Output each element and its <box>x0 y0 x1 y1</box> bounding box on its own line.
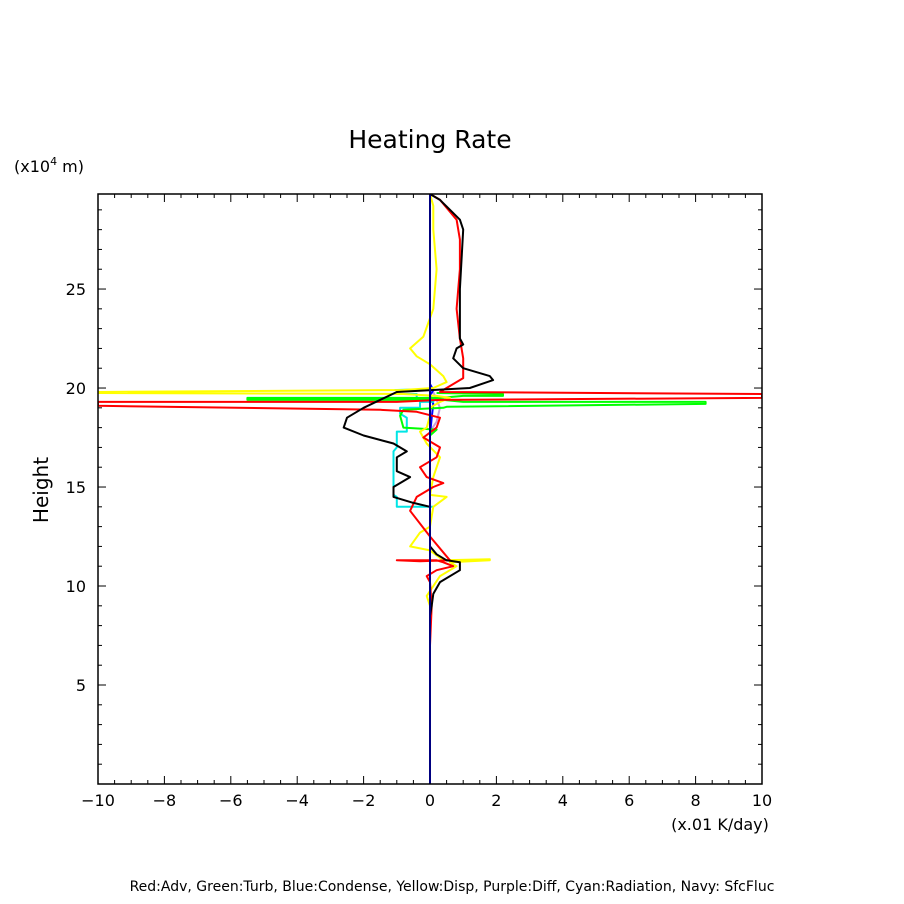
y-tick-label: 5 <box>76 676 86 695</box>
series-line-adv <box>98 194 762 676</box>
plot-frame <box>97 193 763 785</box>
y-tick-label: 10 <box>66 577 86 596</box>
x-tick-label: 10 <box>752 791 772 810</box>
x-tick-label: −6 <box>219 791 243 810</box>
x-unit-label: (x.01 K/day) <box>671 815 769 834</box>
y-tick-label: 20 <box>66 379 86 398</box>
legend-footer: Red:Adv, Green:Turb, Blue:Condense, Yell… <box>130 879 775 895</box>
series-line-net <box>342 194 495 616</box>
series-line-turb <box>246 392 707 437</box>
y-axis-label: Height <box>29 457 53 523</box>
y-tick-label: 25 <box>66 280 86 299</box>
x-tick-label: 6 <box>624 791 634 810</box>
x-tick-label: 8 <box>691 791 701 810</box>
x-tick-label: −10 <box>81 791 115 810</box>
x-tick-label: −8 <box>153 791 177 810</box>
x-tick-label: −2 <box>352 791 376 810</box>
plot-area: −10 −8 −6 −4 −2 0 2 4 6 8 10 5 10 15 20 25 <box>66 193 772 810</box>
x-tick-label: 0 <box>425 791 435 810</box>
x-tick-label: 4 <box>558 791 568 810</box>
y-tick-label: 15 <box>66 478 86 497</box>
chart-title: Heating Rate <box>348 125 511 154</box>
y-unit-label: (x104 m) <box>14 155 84 176</box>
x-tick-label: 2 <box>491 791 501 810</box>
x-tick-label: −4 <box>285 791 309 810</box>
